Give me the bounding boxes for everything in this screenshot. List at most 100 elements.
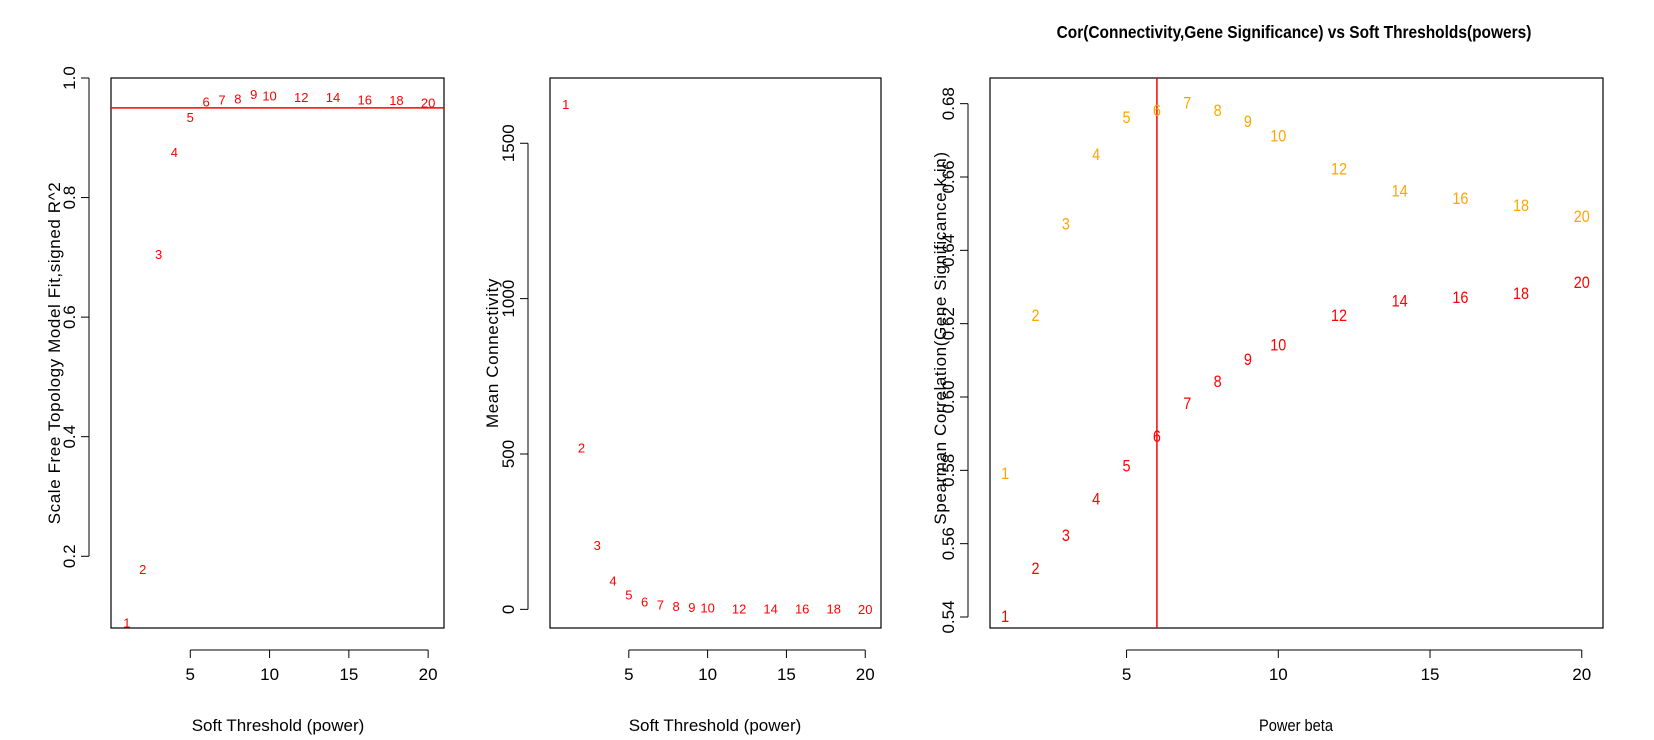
y-tick-label: 500: [499, 440, 518, 468]
point-label: 20: [1574, 208, 1590, 226]
point-label: 2: [1031, 307, 1039, 325]
point-label: 16: [1452, 190, 1468, 208]
point-label: 14: [763, 602, 777, 617]
point-label: 3: [1062, 216, 1070, 234]
x-tick-label: 20: [1572, 665, 1591, 684]
point-label: 12: [1331, 307, 1347, 325]
point-label: 14: [326, 90, 340, 105]
point-label: 1: [562, 97, 569, 112]
point-label: 20: [1574, 274, 1590, 292]
point-label: 7: [1183, 95, 1191, 113]
y-axis: 0.2 0.4 0.6 0.8 1.0: [60, 66, 90, 568]
spearman-correlation-panel: Cor(Connectivity,Gene Significance) vs S…: [931, 22, 1604, 735]
point-label: 4: [171, 145, 178, 160]
y-tick-label: 0.60: [939, 380, 958, 413]
point-label: 5: [625, 588, 632, 603]
y-tick-label: 0.54: [939, 600, 958, 633]
point-label: 6: [641, 594, 648, 609]
point-label: 8: [1214, 373, 1222, 391]
point-label: 12: [1331, 161, 1347, 179]
point-label: 12: [732, 602, 746, 617]
point-label: 1: [1001, 465, 1009, 483]
point-label: 8: [1214, 102, 1222, 120]
point-label: 4: [1092, 491, 1100, 509]
point-label: 14: [1392, 293, 1408, 311]
point-label: 6: [1153, 102, 1161, 120]
x-axis-label: Soft Threshold (power): [629, 716, 802, 735]
point-label: 20: [421, 96, 435, 111]
y-axis-label: Scale Free Topology Model Fit,signed R^2: [45, 182, 64, 525]
x-axis: 5 10 15 20: [1122, 649, 1591, 684]
point-label: 2: [1031, 560, 1039, 578]
point-label: 6: [203, 94, 210, 109]
scale-free-fit-panel: Scale Free Topology Model Fit,signed R^2…: [45, 66, 445, 735]
y-tick-label: 0: [499, 605, 518, 614]
point-label: 5: [1123, 109, 1131, 127]
point-label: 7: [657, 598, 664, 613]
y-tick-label: 0.64: [939, 234, 958, 267]
y-axis: 0.54 0.56 0.58 0.60 0.62 0.64 0.66 0.68: [939, 87, 969, 634]
point-label: 3: [594, 538, 601, 553]
x-axis: 5 10 15 20: [624, 649, 875, 684]
point-label: 2: [578, 440, 585, 455]
y-tick-label: 0.68: [939, 87, 958, 120]
point-label: 4: [1092, 146, 1100, 164]
point-label: 9: [688, 600, 695, 615]
x-tick-label: 5: [186, 665, 195, 684]
mean-connectivity-panel: Mean Connectivity Soft Threshold (power)…: [483, 77, 882, 735]
y-axis: 0 500 1000 1500: [499, 124, 529, 614]
y-tick-label: 0.4: [60, 425, 79, 449]
x-tick-label: 5: [624, 665, 633, 684]
point-label: 10: [700, 601, 714, 616]
point-label: 8: [672, 599, 679, 614]
y-tick-label: 0.6: [60, 305, 79, 329]
point-label: 9: [250, 87, 257, 102]
point-label: 3: [1062, 527, 1070, 545]
x-tick-label: 5: [1122, 665, 1131, 684]
point-label: 16: [357, 93, 371, 108]
point-label: 1: [123, 616, 130, 631]
y-tick-label: 0.66: [939, 160, 958, 193]
point-label: 1: [1001, 608, 1009, 626]
point-label: 18: [389, 93, 403, 108]
point-label: 5: [1123, 458, 1131, 476]
point-label: 9: [1244, 351, 1252, 369]
x-tick-label: 15: [777, 665, 796, 684]
x-axis-label: Power beta: [1259, 717, 1333, 735]
y-tick-label: 0.58: [939, 454, 958, 487]
point-label: 5: [187, 110, 194, 125]
y-axis-label: Spearman Correlation(Gene Significance,k…: [931, 151, 950, 524]
point-label: 10: [1270, 337, 1286, 355]
x-axis-label: Soft Threshold (power): [192, 716, 365, 735]
point-label: 6: [1153, 428, 1161, 446]
x-tick-label: 15: [339, 665, 358, 684]
y-tick-label: 0.56: [939, 527, 958, 560]
point-label: 4: [609, 573, 616, 588]
y-tick-label: 0.8: [60, 186, 79, 210]
x-tick-label: 10: [260, 665, 279, 684]
x-tick-label: 20: [419, 665, 438, 684]
point-label: 16: [795, 602, 809, 617]
point-label: 14: [1392, 183, 1408, 201]
point-label: 18: [826, 602, 840, 617]
x-tick-label: 10: [1269, 665, 1288, 684]
point-label: 10: [262, 88, 276, 103]
x-axis: 5 10 15 20: [186, 649, 438, 684]
y-axis-label: Mean Connectivity: [483, 278, 502, 428]
point-label: 3: [155, 247, 162, 262]
point-label: 10: [1270, 128, 1286, 146]
chart-title: Cor(Connectivity,Gene Significance) vs S…: [1057, 22, 1532, 42]
point-label: 20: [858, 602, 872, 617]
point-label: 9: [1244, 113, 1252, 131]
y-tick-label: 0.62: [939, 307, 958, 340]
y-tick-label: 0.2: [60, 544, 79, 568]
y-tick-label: 1000: [499, 280, 518, 318]
y-tick-label: 1.0: [60, 66, 79, 90]
plot-frame: [110, 77, 445, 629]
y-tick-label: 1500: [499, 124, 518, 162]
point-label: 8: [234, 91, 241, 106]
